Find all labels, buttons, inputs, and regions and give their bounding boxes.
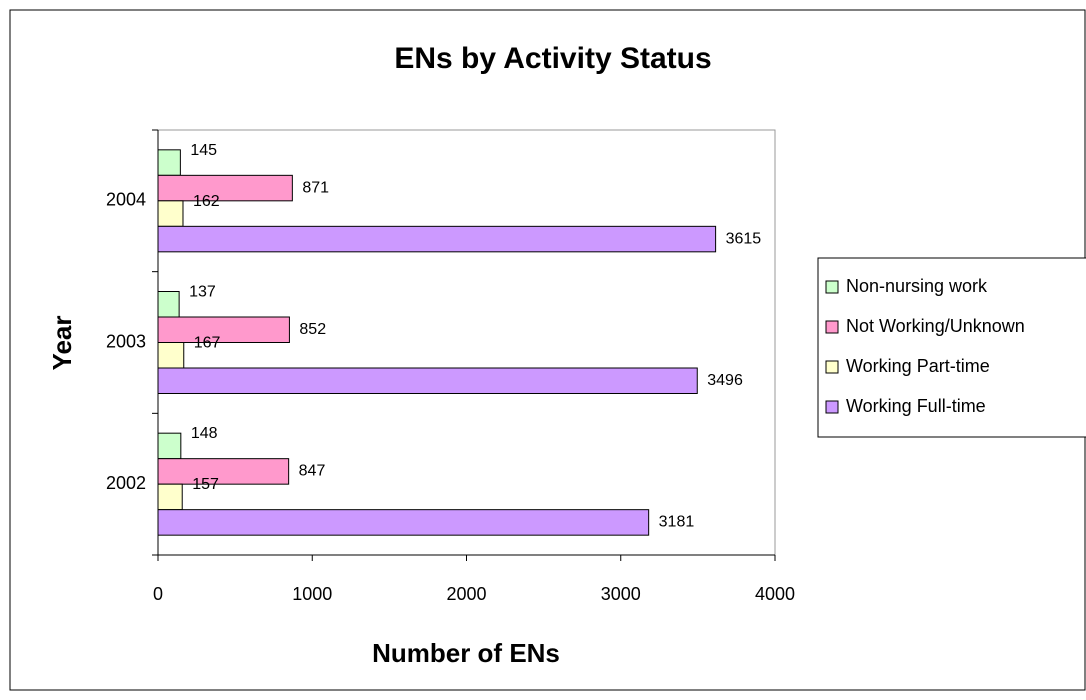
x-axis-label: Number of ENs <box>372 638 560 668</box>
bar <box>157 432 182 460</box>
value-label: 847 <box>299 463 326 480</box>
value-label: 162 <box>193 193 220 210</box>
x-tick-label: 2000 <box>446 584 486 604</box>
value-label: 3615 <box>726 230 762 247</box>
bar <box>157 367 698 394</box>
x-tick-label: 1000 <box>292 584 332 604</box>
legend-swatch <box>825 360 839 374</box>
legend-label: Working Part-time <box>846 356 990 376</box>
legend-swatch <box>825 280 839 294</box>
value-label: 3496 <box>707 372 743 389</box>
legend-box <box>817 257 1086 438</box>
y-tick-label: 2003 <box>106 331 146 351</box>
x-tick-label: 3000 <box>601 584 641 604</box>
bar <box>157 483 183 511</box>
bar <box>157 509 650 536</box>
bar <box>157 316 290 343</box>
legend-swatch <box>825 320 839 334</box>
bar <box>157 200 184 227</box>
bar <box>157 225 717 253</box>
legend-label: Working Full-time <box>846 396 986 416</box>
value-label: 148 <box>191 425 218 442</box>
y-axis-label: Year <box>47 316 77 371</box>
bar <box>157 174 293 202</box>
bar <box>157 342 185 369</box>
legend-swatch <box>825 400 839 414</box>
value-label: 3181 <box>659 514 695 531</box>
x-tick-label: 4000 <box>755 584 795 604</box>
value-label: 137 <box>189 283 216 300</box>
x-tick-label: 0 <box>153 584 163 604</box>
bar <box>157 458 290 485</box>
value-label: 157 <box>192 476 219 493</box>
chart-title: ENs by Activity Status <box>394 42 711 75</box>
value-label: 167 <box>194 334 221 351</box>
value-label: 871 <box>302 179 329 196</box>
value-label: 145 <box>190 142 217 159</box>
bar <box>157 291 180 318</box>
value-label: 852 <box>299 321 326 338</box>
bar <box>157 149 181 176</box>
y-tick-label: 2002 <box>106 473 146 493</box>
legend-label: Non-nursing work <box>846 276 988 296</box>
y-tick-label: 2004 <box>106 190 146 210</box>
legend-label: Not Working/Unknown <box>846 316 1025 336</box>
